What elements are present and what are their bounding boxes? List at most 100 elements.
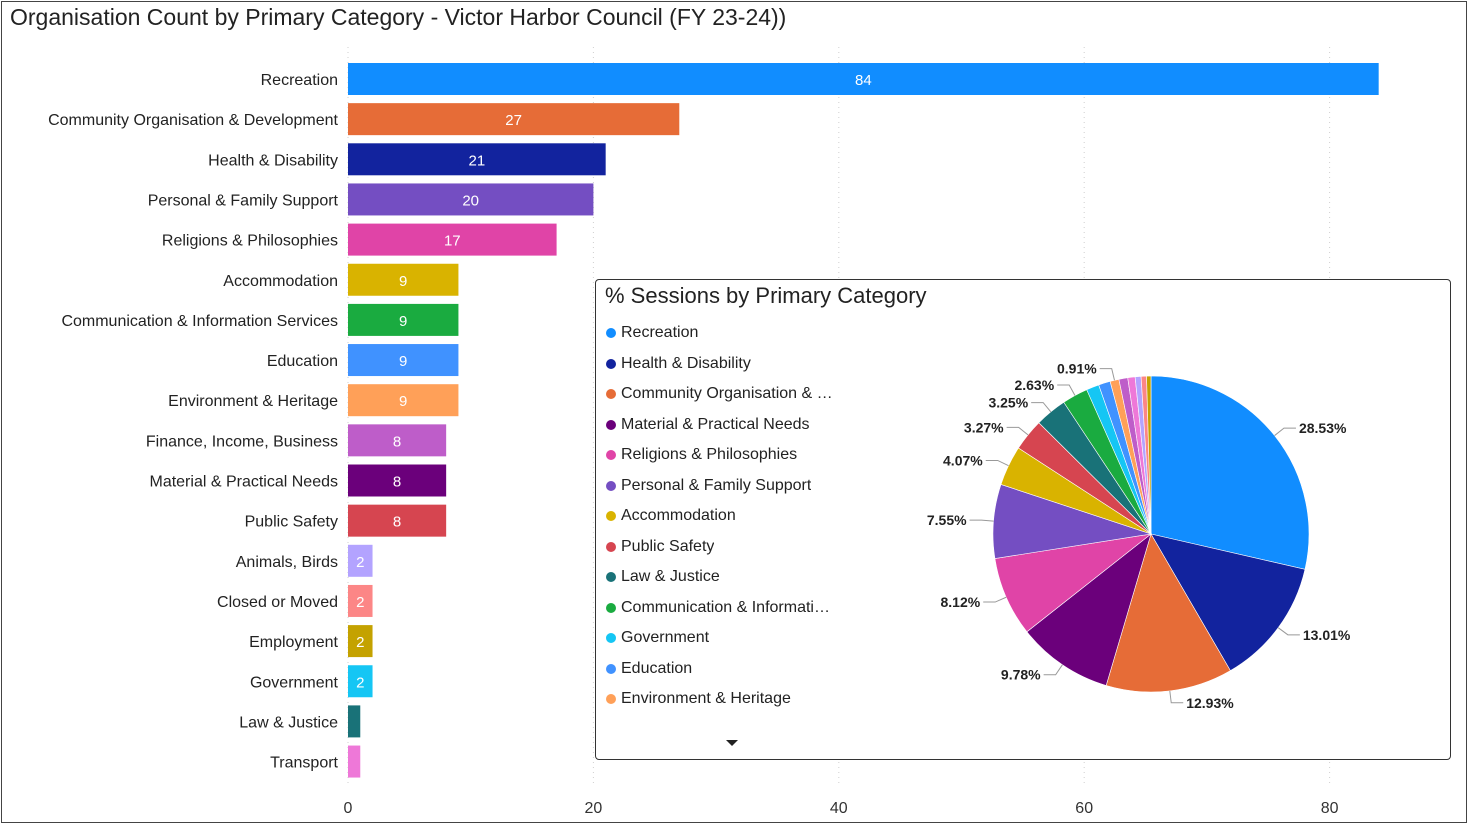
bar [348, 745, 361, 778]
pie-data-label: 12.93% [1186, 695, 1234, 711]
pie-chart: 28.53% 13.01% 12.93% 9.78% 8.12% 7.55% 4.07% 3.… [927, 361, 1351, 711]
bar [348, 303, 459, 336]
legend-marker [606, 450, 616, 461]
category-label: Public Safety [245, 514, 338, 531]
pie-chart-title: % Sessions by Primary Category [605, 283, 927, 308]
category-label: Animals, Birds [236, 554, 338, 571]
legend-item[interactable]: Accommodation [606, 501, 846, 532]
bar-data-label: 20 [462, 192, 479, 209]
legend-marker [606, 602, 616, 613]
bar-data-label: 21 [468, 152, 485, 169]
legend-item[interactable]: Environment & Heritage [606, 684, 846, 715]
pie-leader-line [1274, 427, 1296, 436]
bar [348, 625, 373, 658]
bar [348, 665, 373, 698]
bar-data-label: 27 [505, 112, 522, 129]
bar [348, 584, 373, 617]
bar-data-label: 2 [356, 594, 364, 611]
bar [348, 544, 373, 577]
pie-leader-line [1277, 627, 1300, 636]
bar [348, 223, 557, 256]
bar [348, 183, 594, 216]
legend-marker [606, 389, 616, 400]
bar [348, 143, 606, 176]
x-tick-label: 60 [1075, 800, 1093, 817]
bar [348, 63, 1379, 95]
legend-scroll-down-icon[interactable] [726, 740, 738, 746]
bar [348, 705, 361, 738]
pie-leader-line [985, 459, 1009, 467]
legend-item[interactable]: Material & Practical Needs [606, 410, 846, 441]
bar [348, 504, 447, 537]
category-label: Religions & Philosophies [162, 233, 338, 250]
legend-item[interactable]: Law & Justice [606, 562, 846, 593]
pie-slice [1026, 533, 1152, 686]
legend-marker [606, 511, 616, 522]
pie-data-label: 2.63% [1014, 377, 1054, 393]
legend-marker [606, 694, 616, 705]
pie-slice [1150, 533, 1306, 672]
pie-legend[interactable]: Recreation Health & Disability Community O… [606, 318, 846, 715]
pie-data-label: 3.25% [988, 395, 1028, 411]
legend-marker [606, 663, 616, 674]
pie-data-label: 0.91% [1057, 361, 1097, 377]
bar-data-label: 2 [356, 554, 364, 571]
legend-item[interactable]: Communication & Informati… [606, 593, 846, 624]
pie-leader-line [969, 519, 994, 522]
legend-item[interactable]: Government [606, 623, 846, 654]
x-tick-label: 0 [344, 800, 353, 817]
pie-leader-line [1169, 690, 1184, 704]
legend-marker [606, 572, 616, 583]
bar-data-label: 17 [444, 233, 461, 250]
pie-data-label: 28.53% [1299, 420, 1347, 436]
legend-item[interactable]: Education [606, 654, 846, 685]
legend-item[interactable]: Health & Disability [606, 349, 846, 380]
pie-slice [1105, 533, 1231, 693]
pie-data-label: 9.78% [1001, 667, 1041, 683]
legend-item[interactable]: Personal & Family Support [606, 471, 846, 502]
category-label: Recreation [261, 72, 338, 89]
category-label: Environment & Heritage [168, 393, 338, 410]
x-tick-label: 20 [585, 800, 603, 817]
bar [348, 103, 680, 136]
pie-leader-line [1057, 384, 1076, 396]
category-label: Transport [270, 755, 338, 772]
pie-data-label: 8.12% [941, 594, 981, 610]
category-label: Finance, Income, Business [146, 433, 338, 450]
pie-leader-line [1043, 664, 1063, 676]
pie-chart-card[interactable]: % Sessions by Primary Category Recreatio… [595, 279, 1451, 760]
x-tick-label: 80 [1321, 800, 1339, 817]
legend-item[interactable]: Recreation [606, 318, 846, 349]
legend-item[interactable]: Community Organisation & … [606, 379, 846, 410]
legend-item[interactable]: Public Safety [606, 532, 846, 563]
bar [348, 263, 459, 296]
legend-marker [606, 541, 616, 552]
pie-data-label: 7.55% [927, 512, 967, 528]
bar-data-label: 9 [399, 393, 407, 410]
legend-item[interactable]: Religions & Philosophies [606, 440, 846, 471]
pie-leader-line [1031, 402, 1052, 413]
bar-data-label: 8 [393, 433, 401, 450]
pie-leader-line [983, 596, 1007, 603]
bar [348, 464, 447, 497]
bar-data-label: 9 [399, 273, 407, 290]
category-label: Accommodation [223, 273, 338, 290]
category-label: Community Organisation & Development [48, 112, 338, 129]
legend-marker [606, 358, 616, 369]
legend-marker [606, 328, 616, 339]
pie-leader-line [1099, 368, 1115, 381]
category-label: Closed or Moved [217, 594, 338, 611]
bar-data-label: 9 [399, 353, 407, 370]
pie-data-label: 4.07% [943, 452, 983, 468]
bar-data-label: 84 [855, 72, 872, 89]
bar [348, 344, 459, 377]
category-label: Communication & Information Services [61, 313, 338, 330]
bar-data-label: 8 [393, 514, 401, 531]
bar [348, 384, 459, 417]
category-label: Government [250, 674, 339, 691]
pie-leader-line [1006, 426, 1029, 436]
category-label: Education [267, 353, 338, 370]
chart-title: Organisation Count by Primary Category -… [10, 4, 787, 30]
